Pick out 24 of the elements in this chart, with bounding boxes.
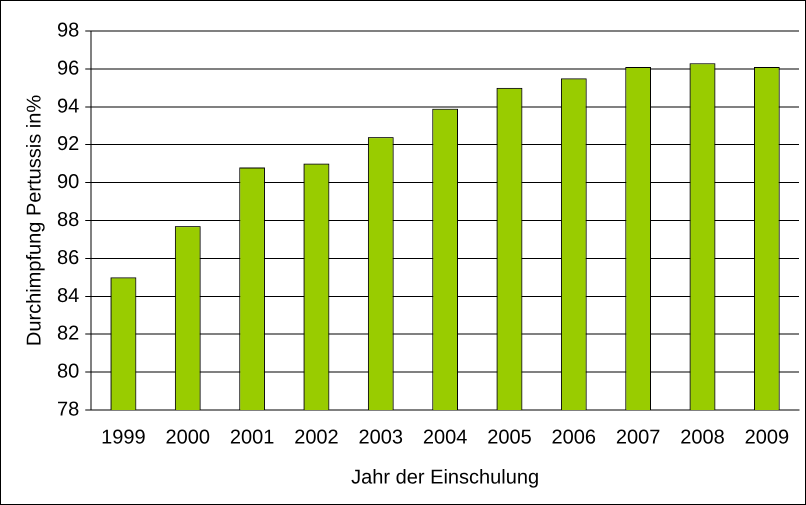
- y-tick-label: 88: [56, 209, 80, 232]
- y-tick-label: 98: [56, 20, 80, 42]
- x-tick-label: 1999: [101, 426, 146, 449]
- y-axis-title: Durchimpfung Pertussis in%: [24, 94, 46, 346]
- x-tick-label: 2003: [358, 426, 404, 449]
- y-tick-label: 82: [56, 322, 80, 345]
- x-tick-label: 2007: [616, 426, 660, 449]
- y-tick-label: 96: [56, 57, 80, 80]
- y-tick-label: 92: [56, 133, 80, 156]
- x-tick-label: 2002: [294, 426, 339, 449]
- y-tick-label: 84: [56, 284, 80, 307]
- x-tick-label: 2009: [744, 426, 790, 449]
- y-tick-label: 80: [56, 360, 80, 383]
- x-axis-title: Jahr der Einschulung: [351, 466, 540, 489]
- x-tick-label: 2006: [552, 426, 596, 449]
- y-tick-label: 86: [56, 246, 80, 269]
- x-tick-label: 2001: [230, 426, 274, 449]
- x-tick-label: 2004: [422, 426, 468, 449]
- y-tick-label: 78: [56, 398, 80, 421]
- y-tick-label: 94: [56, 95, 80, 118]
- x-tick-label: 2005: [487, 426, 532, 449]
- x-tick-label: 2000: [166, 426, 210, 449]
- x-tick-label: 2008: [680, 426, 725, 449]
- y-tick-label: 90: [56, 171, 80, 194]
